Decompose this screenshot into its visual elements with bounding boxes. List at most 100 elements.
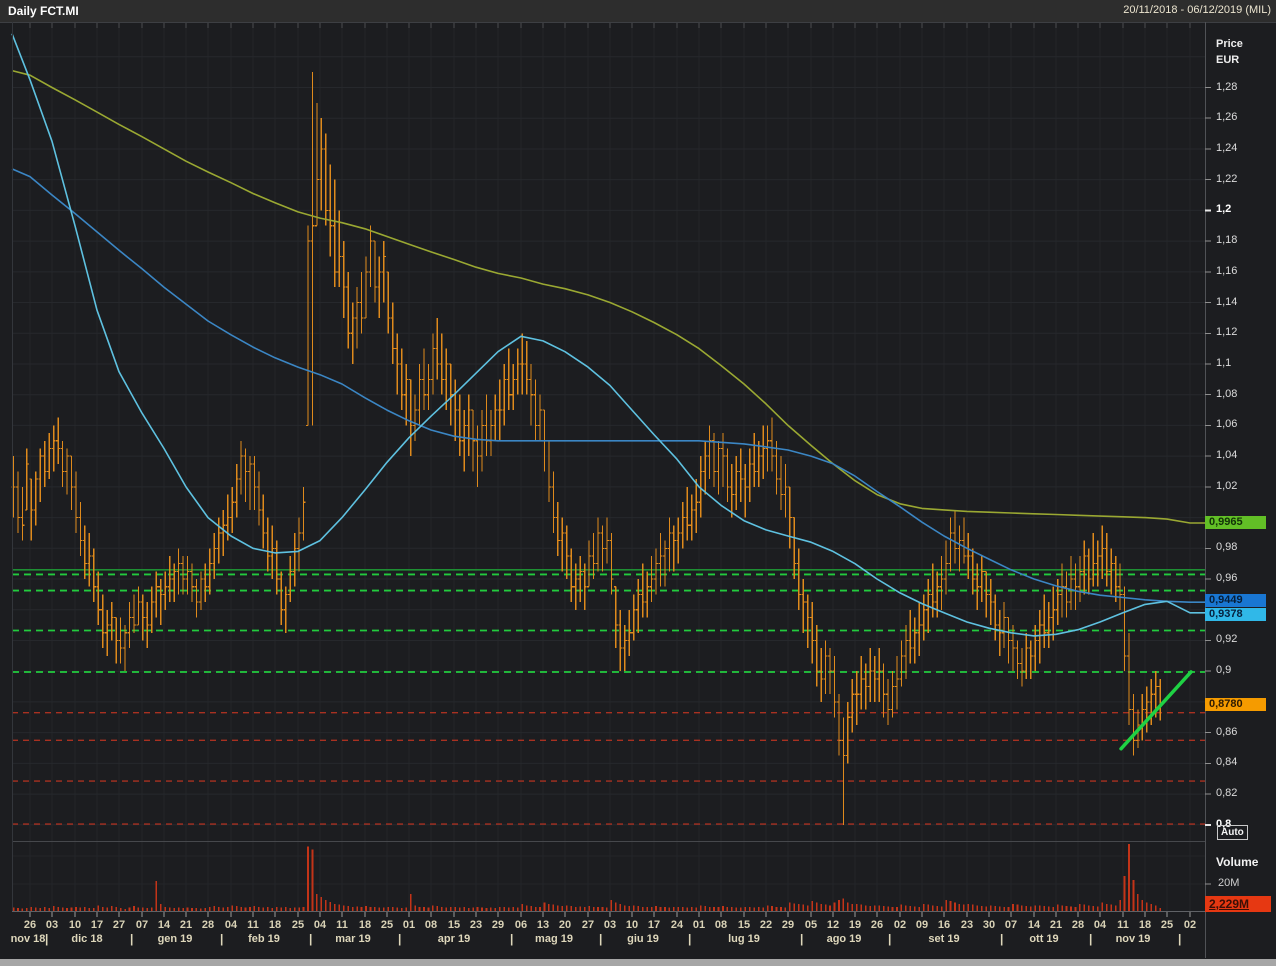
month-separator: | <box>599 932 603 946</box>
day-tick-label: 11 <box>336 919 348 931</box>
ma-fast-cyan <box>11 33 1205 637</box>
price-axis-label: 1,2 <box>1216 203 1232 215</box>
day-tick-label: 20 <box>558 919 572 931</box>
day-tick-label: 09 <box>915 919 929 931</box>
volume-bars <box>12 843 1162 911</box>
price-axis-label: 1,1 <box>1216 357 1232 369</box>
day-tick-label: 13 <box>536 919 550 931</box>
ma-long-green <box>11 69 1205 524</box>
ma-slow-blue <box>11 168 1205 604</box>
day-tick-label: 10 <box>68 919 82 931</box>
day-tick-label: 29 <box>781 919 795 931</box>
day-tick-label: 23 <box>960 919 974 931</box>
day-tick-label: 25 <box>380 919 394 931</box>
price-axis-label: 1,06 <box>1216 418 1238 430</box>
day-tick-label: 07 <box>1004 919 1018 931</box>
price-axis[interactable]: Price EUR 1,28 1,26 1,24 1,22 1,2 1,18 1,16 1,1… <box>1205 0 1276 960</box>
day-tick-label: 21 <box>1049 919 1063 931</box>
month-label: ott 19 <box>1029 933 1059 945</box>
price-axis-title: Price EUR <box>1216 36 1243 68</box>
grid <box>12 24 1205 911</box>
price-bars <box>11 72 1163 825</box>
day-tick-label: 08 <box>714 919 728 931</box>
month-separator: | <box>309 932 313 946</box>
price-axis-label: 0,96 <box>1216 572 1238 584</box>
trend-line <box>1119 670 1193 751</box>
day-tick-label: 24 <box>670 919 684 931</box>
price-axis-label: 0,8 <box>1216 818 1232 830</box>
month-separator: | <box>398 932 402 946</box>
month-label: nov 18 <box>10 933 46 945</box>
price-axis-label: 1,08 <box>1216 388 1238 400</box>
month-label: apr 19 <box>437 933 471 945</box>
day-tick-label: 04 <box>224 919 238 931</box>
price-axis-label: 1,28 <box>1216 81 1238 93</box>
chart-title: Daily FCT.MI <box>8 4 79 18</box>
day-tick-label: 26 <box>23 919 37 931</box>
day-tick-label: 27 <box>112 919 126 931</box>
badge-ma-blue: 0,9449 <box>1205 594 1266 607</box>
day-tick-label: 03 <box>45 919 59 931</box>
month-separator: | <box>1089 932 1093 946</box>
day-tick-label: 14 <box>1027 919 1041 931</box>
bottom-strip <box>0 959 1276 966</box>
day-tick-label: 27 <box>581 919 595 931</box>
price-axis-label: 0,92 <box>1216 633 1238 645</box>
day-tick-label: 28 <box>201 919 215 931</box>
day-tick-label: 21 <box>179 919 193 931</box>
price-axis-label: 1,14 <box>1216 296 1238 308</box>
volume-axis-title: Volume <box>1216 855 1259 869</box>
badge-last-price: 0,8780 <box>1205 698 1266 711</box>
day-tick-label: 28 <box>1071 919 1085 931</box>
date-range: 20/11/2018 - 06/12/2019 (MIL) <box>1123 4 1271 16</box>
day-tick-label: 25 <box>291 919 305 931</box>
price-axis-label: 0,84 <box>1216 756 1238 768</box>
price-axis-label: 1,24 <box>1216 142 1238 154</box>
day-tick-label: 06 <box>514 919 528 931</box>
price-axis-label: 0,86 <box>1216 726 1238 738</box>
month-label: mar 19 <box>335 933 371 945</box>
price-axis-label: 0,98 <box>1216 541 1238 553</box>
price-axis-label: 1,12 <box>1216 326 1238 338</box>
time-axis[interactable]: 26 03 10 17 27 07 14 21 28 04 11 18 25 04 11 18 25 01 08 15… <box>0 912 1205 959</box>
month-label: lug 19 <box>728 933 760 945</box>
day-tick-label: 30 <box>982 919 996 931</box>
day-tick-label: 25 <box>1160 919 1174 931</box>
frame <box>0 22 1276 958</box>
day-tick-label: 12 <box>826 919 840 931</box>
price-axis-label: 1,22 <box>1216 173 1238 185</box>
price-axis-label: 1,26 <box>1216 111 1238 123</box>
day-tick-label: 26 <box>870 919 884 931</box>
day-tick-label: 04 <box>313 919 327 931</box>
price-axis-label: 0,82 <box>1216 787 1238 799</box>
day-tick-label: 29 <box>491 919 505 931</box>
day-tick-label: 02 <box>1183 919 1197 931</box>
day-tick-label: 03 <box>603 919 617 931</box>
badge-last-volume: 2,229M <box>1205 896 1271 912</box>
price-axis-label: 0,9 <box>1216 664 1232 676</box>
auto-scale-button[interactable]: Auto <box>1217 825 1248 840</box>
month-label: dic 18 <box>71 933 103 945</box>
month-separator: | <box>510 932 514 946</box>
month-label: set 19 <box>928 933 960 945</box>
day-tick-label: 01 <box>692 919 706 931</box>
day-tick-label: 08 <box>424 919 438 931</box>
day-tick-label: 11 <box>247 919 259 931</box>
level-lines <box>12 569 1205 825</box>
badge-ma-green: 0,9965 <box>1205 516 1266 529</box>
day-tick-label: 18 <box>1138 919 1152 931</box>
day-tick-label: 16 <box>937 919 951 931</box>
day-tick-label: 14 <box>157 919 171 931</box>
price-axis-label: 1,02 <box>1216 480 1238 492</box>
day-tick-label: 07 <box>135 919 149 931</box>
day-tick-label: 11 <box>1117 919 1129 931</box>
month-separator: | <box>45 932 49 946</box>
day-tick-label: 15 <box>447 919 461 931</box>
ma-lines <box>11 33 1205 637</box>
day-tick-label: 15 <box>737 919 751 931</box>
day-tick-label: 23 <box>469 919 483 931</box>
month-label: ago 19 <box>826 933 862 945</box>
day-tick-label: 17 <box>90 919 104 931</box>
